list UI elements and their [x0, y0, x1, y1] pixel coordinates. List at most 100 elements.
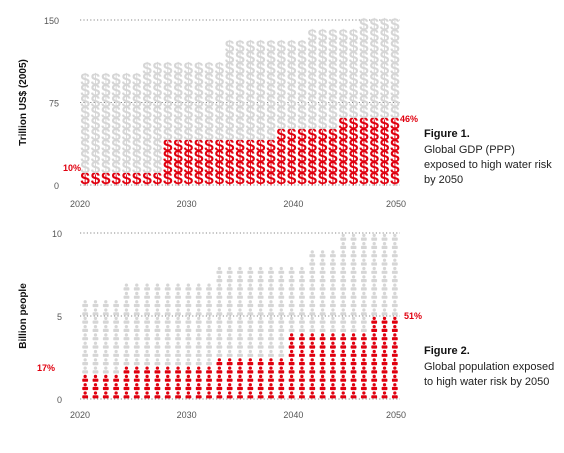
person-icon: [144, 308, 150, 316]
exposed-person-icon: [288, 333, 295, 341]
person-icon: [133, 291, 140, 299]
dollar-icon: $: [308, 103, 318, 122]
exposed-dollar-icon: $: [380, 136, 390, 155]
exposed-person-icon: [350, 349, 357, 357]
person-icon: [340, 291, 347, 299]
exposed-person-icon: [299, 391, 305, 399]
person-icon: [371, 242, 378, 249]
person-icon: [82, 308, 89, 316]
end-percent-label: 46%: [400, 114, 418, 124]
person-icon: [82, 366, 89, 374]
dollar-icon: $: [369, 15, 379, 34]
exposed-person-icon: [144, 391, 150, 399]
dollar-icon: $: [132, 147, 142, 166]
person-icon: [381, 250, 388, 258]
dollar-icon: $: [338, 81, 348, 100]
dollar-icon: $: [204, 81, 214, 100]
exposed-person-icon: [164, 383, 171, 391]
exposed-dollar-icon: $: [297, 147, 307, 166]
exposed-dollar-icon: $: [173, 158, 183, 177]
person-icon: [257, 300, 264, 308]
exposed-person-icon: [102, 383, 109, 391]
person-icon: [330, 316, 336, 324]
person-icon: [391, 258, 398, 266]
dollar-icon: $: [101, 70, 111, 89]
dollar-icon: $: [308, 48, 318, 67]
dollar-icon: $: [194, 114, 204, 133]
person-icon: [391, 233, 398, 241]
person-icon: [350, 291, 357, 299]
exposed-dollar-icon: $: [80, 169, 90, 188]
dollar-icon: $: [153, 92, 163, 111]
exposed-dollar-icon: $: [277, 136, 287, 155]
person-icon: [216, 275, 223, 283]
dollar-icon: $: [359, 15, 369, 34]
exposed-person-icon: [216, 366, 223, 374]
exposed-dollar-icon: $: [328, 147, 338, 166]
person-icon: [102, 325, 109, 332]
dollar-icon: $: [225, 125, 235, 144]
person-icon: [381, 242, 388, 249]
exposed-person-icon: [381, 366, 388, 374]
x-tick-label: 2040: [283, 410, 303, 420]
exposed-person-icon: [288, 391, 295, 399]
person-icon: [268, 300, 274, 308]
dollar-icon: $: [153, 70, 163, 89]
dollar-icon: $: [359, 59, 369, 78]
exposed-dollar-icon: $: [246, 158, 256, 177]
exposed-person-icon: [350, 358, 357, 366]
exposed-person-icon: [206, 383, 212, 391]
person-icon: [309, 258, 316, 266]
person-icon: [371, 266, 378, 274]
person-icon: [144, 349, 150, 357]
dollar-icon: $: [173, 103, 183, 122]
dollar-icon: $: [184, 103, 194, 122]
person-icon: [371, 233, 378, 241]
dollar-icon: $: [122, 136, 132, 155]
dollar-icon: $: [287, 114, 297, 133]
person-icon: [206, 291, 212, 299]
end-percent-label: 51%: [404, 311, 422, 321]
dollar-icon: $: [194, 70, 204, 89]
exposed-person-icon: [175, 391, 181, 399]
exposed-dollar-icon: $: [287, 136, 297, 155]
exposed-dollar-icon: $: [328, 169, 338, 188]
person-icon: [144, 325, 150, 332]
person-icon: [123, 316, 130, 324]
person-icon: [185, 325, 192, 332]
person-icon: [309, 275, 316, 283]
person-icon: [350, 233, 357, 241]
exposed-dollar-icon: $: [369, 114, 379, 133]
exposed-person-icon: [330, 383, 336, 391]
dollar-icon: $: [91, 136, 101, 155]
person-icon: [185, 349, 192, 357]
person-icon: [175, 341, 181, 349]
person-icon: [164, 308, 171, 316]
exposed-dollar-icon: $: [277, 125, 287, 144]
person-icon: [164, 333, 171, 341]
dollar-icon: $: [308, 26, 318, 45]
dollar-icon: $: [184, 125, 194, 144]
dollar-icon: $: [235, 59, 245, 78]
exposed-person-icon: [340, 366, 347, 374]
person-icon: [268, 349, 274, 357]
exposed-person-icon: [299, 341, 305, 349]
dollar-icon: $: [142, 59, 152, 78]
exposed-dollar-icon: $: [287, 169, 297, 188]
exposed-dollar-icon: $: [349, 158, 359, 177]
person-icon: [247, 341, 254, 349]
person-icon: [164, 349, 171, 357]
person-icon: [371, 258, 378, 266]
exposed-person-icon: [133, 374, 140, 382]
exposed-person-icon: [350, 391, 357, 399]
dollar-icon: $: [101, 158, 111, 177]
person-icon: [175, 316, 181, 324]
dollar-icon: $: [225, 48, 235, 67]
person-icon: [278, 275, 285, 283]
exposed-person-icon: [288, 366, 295, 374]
exposed-dollar-icon: $: [318, 158, 328, 177]
dollar-icon: $: [256, 103, 266, 122]
person-icon: [102, 358, 109, 366]
y-tick-label: 5: [57, 312, 62, 322]
exposed-dollar-icon: $: [380, 147, 390, 166]
